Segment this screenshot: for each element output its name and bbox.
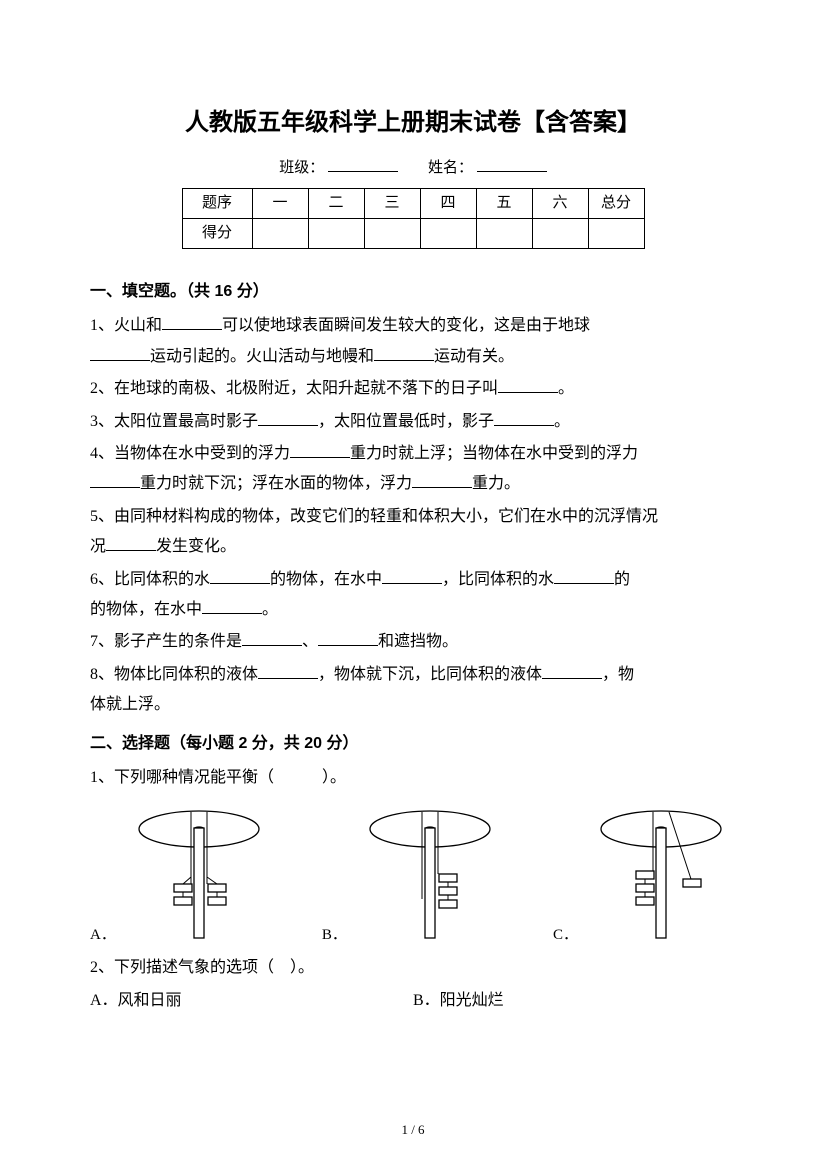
- q-text: 5、由同种材料构成的物体，改变它们的轻重和体积大小，它们在水中的沉浮情况: [90, 508, 658, 525]
- answer-blank[interactable]: [202, 600, 262, 614]
- answer-blank[interactable]: [374, 347, 434, 361]
- score-row-label: 得分: [182, 219, 252, 249]
- answer-blank[interactable]: [318, 632, 378, 646]
- q-text: 重力时就下沉；浮在水面的物体，浮力: [140, 475, 412, 492]
- score-cell[interactable]: [420, 219, 476, 249]
- student-info-line: 班级： 姓名：: [90, 154, 736, 183]
- q-text: 2、在地球的南极、北极附近，太阳升起就不落下的日子叫: [90, 380, 498, 397]
- question-8: 8、物体比同体积的液体 ，物体就下沉，比同体积的液体 ，物体就上浮。: [90, 660, 736, 721]
- q-text: 重力时就上浮；当物体在水中受到的浮力: [350, 445, 638, 462]
- option-b-cell: B．: [322, 799, 505, 949]
- question-1: 1、火山和 可以使地球表面瞬间发生较大的变化，这是由于地球 运动引起的。火山活动与…: [90, 311, 736, 372]
- score-header-cell: 一: [252, 189, 308, 219]
- q-text: 况: [90, 538, 106, 555]
- q-text: 7、影子产生的条件是: [90, 633, 242, 650]
- q-text: 体就上浮。: [90, 696, 170, 713]
- q-text: 运动有关。: [434, 348, 514, 365]
- score-header-cell: 五: [476, 189, 532, 219]
- question-3: 3、太阳位置最高时影子 ，太阳位置最低时，影子 。: [90, 407, 736, 437]
- q-text: 可以使地球表面瞬间发生较大的变化，这是由于地球: [222, 317, 590, 334]
- answer-blank[interactable]: [498, 379, 558, 393]
- mc-question-2: 2、下列描述气象的选项（ ）。: [90, 953, 736, 983]
- question-6: 6、比同体积的水的物体，在水中，比同体积的水的的物体，在水中。: [90, 565, 736, 626]
- q-text: 的物体，在水中: [270, 571, 382, 588]
- q-text: 的: [614, 571, 630, 588]
- answer-blank[interactable]: [290, 444, 350, 458]
- option-b: B．阳光灿烂: [413, 986, 736, 1016]
- pulley-diagrams-row: A． B．: [90, 799, 736, 949]
- score-header-cell: 四: [420, 189, 476, 219]
- page-number: 1 / 6: [0, 1118, 826, 1143]
- score-table: 题序 一 二 三 四 五 六 总分 得分: [182, 188, 645, 249]
- q-text: ，太阳位置最低时，影子: [318, 413, 494, 430]
- score-cell[interactable]: [308, 219, 364, 249]
- table-row: 题序 一 二 三 四 五 六 总分: [182, 189, 644, 219]
- q-text: ，比同体积的水: [442, 571, 554, 588]
- option-a-cell: A．: [90, 799, 274, 949]
- score-cell[interactable]: [476, 219, 532, 249]
- q-text: 和遮挡物。: [378, 633, 458, 650]
- mc-question-1: 1、下列哪种情况能平衡（ ）。: [90, 763, 736, 793]
- answer-blank[interactable]: [554, 570, 614, 584]
- section-heading-1: 一、填空题。（共 16 分）: [90, 277, 736, 307]
- q-text: ，物体就下沉，比同体积的液体: [318, 666, 542, 683]
- q-text: 1、火山和: [90, 317, 162, 334]
- q-text: 发生变化。: [156, 538, 236, 555]
- mc-question-2-options: A．风和日丽 B．阳光灿烂: [90, 986, 736, 1016]
- q-text: 。: [262, 601, 278, 618]
- q-text: 、: [302, 633, 318, 650]
- answer-blank[interactable]: [258, 665, 318, 679]
- q-text: 6、比同体积的水: [90, 571, 210, 588]
- option-b-label: B．: [322, 921, 347, 950]
- answer-blank[interactable]: [258, 412, 318, 426]
- q-text: 4、当物体在水中受到的浮力: [90, 445, 290, 462]
- table-row: 得分: [182, 219, 644, 249]
- score-cell[interactable]: [588, 219, 644, 249]
- score-header-cell: 二: [308, 189, 364, 219]
- pulley-diagram-a-icon: [124, 799, 274, 949]
- q-text: 3、太阳位置最高时影子: [90, 413, 258, 430]
- question-2: 2、在地球的南极、北极附近，太阳升起就不落下的日子叫 。: [90, 374, 736, 404]
- class-input-blank[interactable]: [328, 158, 398, 172]
- question-5: 5、由同种材料构成的物体，改变它们的轻重和体积大小，它们在水中的沉浮情况况 发生变…: [90, 502, 736, 563]
- option-a-label: A．: [90, 921, 116, 950]
- score-header-cell: 六: [532, 189, 588, 219]
- answer-blank[interactable]: [242, 632, 302, 646]
- q-text: 运动引起的。火山活动与地幔和: [150, 348, 374, 365]
- score-cell[interactable]: [532, 219, 588, 249]
- pulley-diagram-b-icon: [355, 799, 505, 949]
- q-text: ，物: [602, 666, 634, 683]
- answer-blank[interactable]: [90, 347, 150, 361]
- q-text: 。: [554, 413, 570, 430]
- score-cell[interactable]: [252, 219, 308, 249]
- section-heading-2: 二、选择题（每小题 2 分，共 20 分）: [90, 729, 736, 759]
- option-c-cell: C．: [553, 799, 736, 949]
- q-text: 重力。: [472, 475, 520, 492]
- question-4: 4、当物体在水中受到的浮力 重力时就上浮；当物体在水中受到的浮力 重力时就下沉；浮…: [90, 439, 736, 500]
- option-c-label: C．: [553, 921, 578, 950]
- score-header-cell: 题序: [182, 189, 252, 219]
- q-text: 。: [558, 380, 574, 397]
- answer-blank[interactable]: [162, 316, 222, 330]
- answer-blank[interactable]: [210, 570, 270, 584]
- answer-blank[interactable]: [382, 570, 442, 584]
- answer-blank[interactable]: [494, 412, 554, 426]
- q-text: 8、物体比同体积的液体: [90, 666, 258, 683]
- question-7: 7、影子产生的条件是 、 和遮挡物。: [90, 627, 736, 657]
- class-label: 班级：: [279, 160, 324, 176]
- answer-blank[interactable]: [542, 665, 602, 679]
- answer-blank[interactable]: [106, 537, 156, 551]
- score-header-cell: 总分: [588, 189, 644, 219]
- option-a: A．风和日丽: [90, 986, 413, 1016]
- answer-blank[interactable]: [90, 474, 140, 488]
- pulley-diagram-c-icon: [586, 799, 736, 949]
- score-cell[interactable]: [364, 219, 420, 249]
- q-text: 的物体，在水中: [90, 601, 202, 618]
- name-input-blank[interactable]: [477, 158, 547, 172]
- answer-blank[interactable]: [412, 474, 472, 488]
- page-title: 人教版五年级科学上册期末试卷【含答案】: [90, 100, 736, 146]
- name-label: 姓名：: [428, 160, 473, 176]
- score-header-cell: 三: [364, 189, 420, 219]
